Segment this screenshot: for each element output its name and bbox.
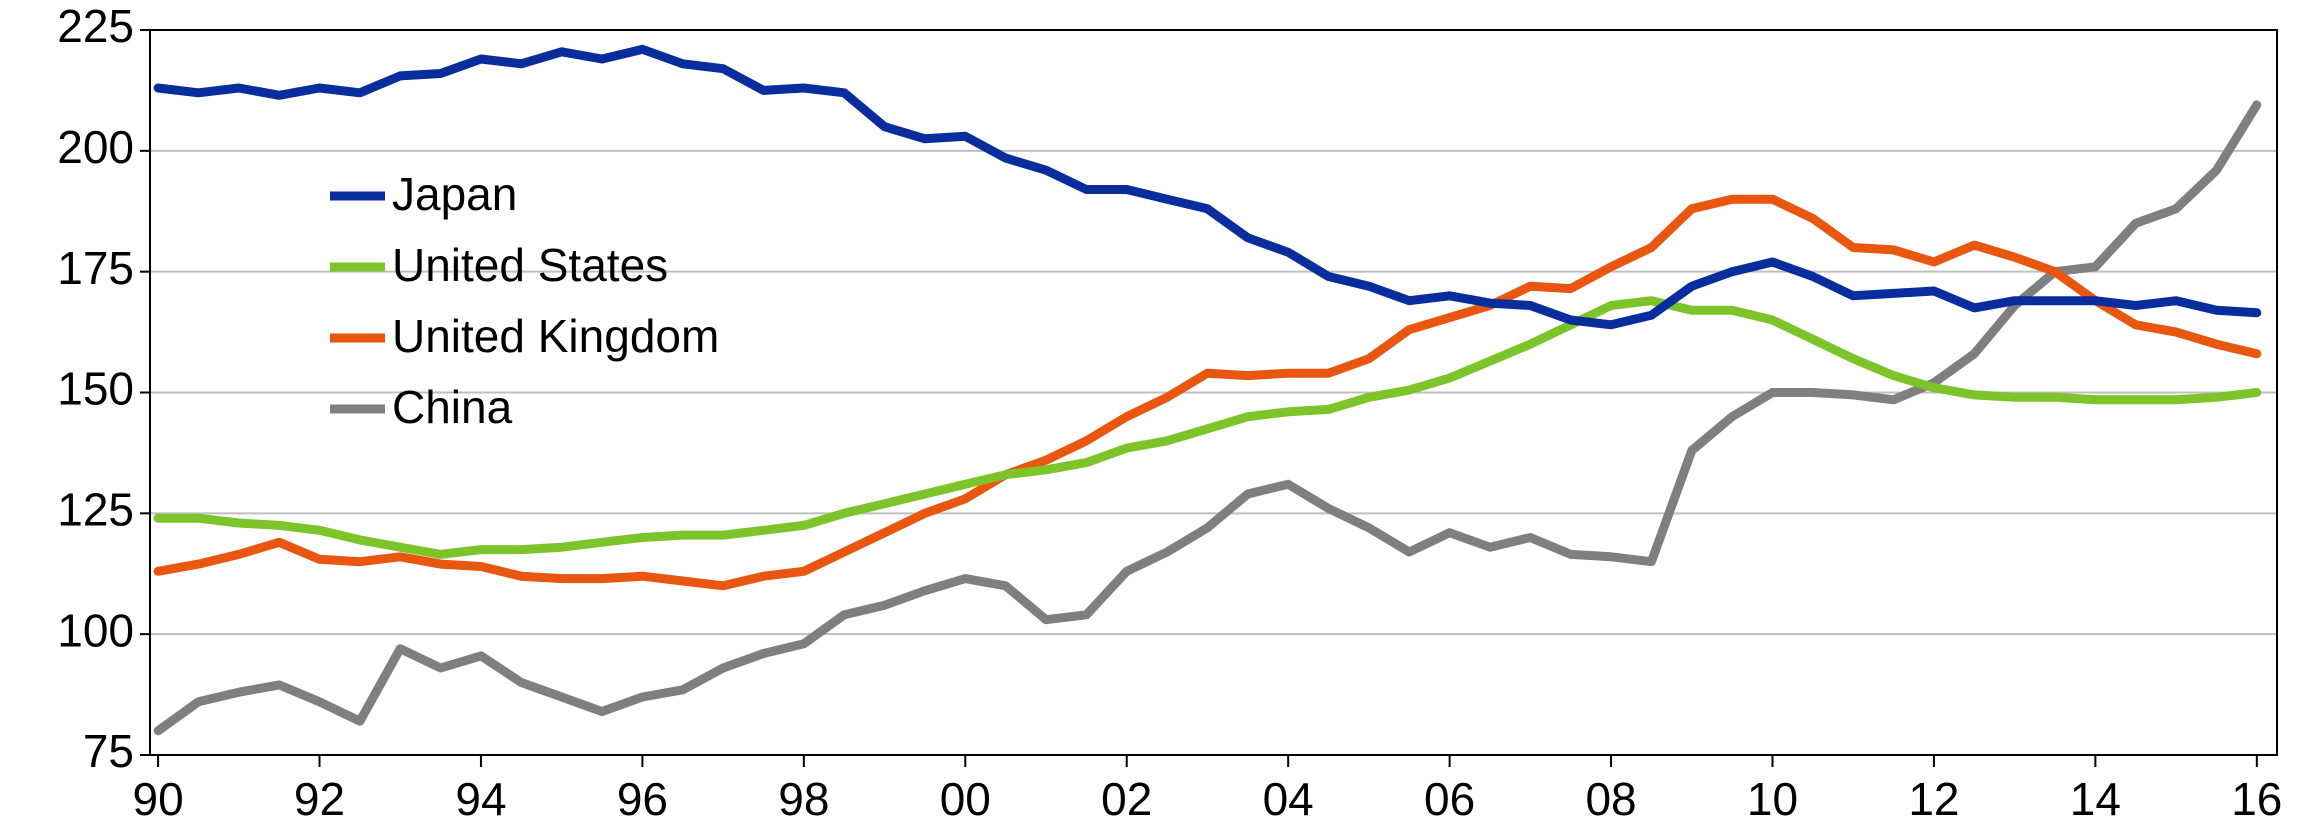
x-tick-label: 94: [455, 773, 506, 825]
legend-label: United States: [392, 239, 668, 291]
plot-frame: [149, 29, 2278, 756]
x-tick-label: 12: [1908, 773, 1959, 825]
legend-label: China: [392, 381, 513, 433]
x-tick-label: 04: [1263, 773, 1314, 825]
x-tick-label: 98: [778, 773, 829, 825]
x-tick-label: 92: [294, 773, 345, 825]
series-line: [153, 296, 2262, 559]
y-tick-label: 125: [57, 483, 134, 535]
x-tick-label: 90: [132, 773, 183, 825]
x-tick-label: 06: [1424, 773, 1475, 825]
legend-label: Japan: [392, 168, 517, 220]
legend-label: United Kingdom: [392, 310, 719, 362]
x-tick-label: 14: [2070, 773, 2121, 825]
y-tick-label: 150: [57, 363, 134, 415]
x-tick-label: 96: [617, 773, 668, 825]
x-tick-label: 00: [940, 773, 991, 825]
series-line: [153, 44, 2262, 330]
x-tick-label: 10: [1747, 773, 1798, 825]
x-tick-label: 16: [2231, 773, 2282, 825]
y-tick-label: 100: [57, 604, 134, 656]
series-line: [153, 194, 2262, 591]
series-line: [153, 100, 2262, 736]
x-tick-label: 02: [1101, 773, 1152, 825]
x-tick-label: 08: [1585, 773, 1636, 825]
y-tick-label: 225: [57, 0, 134, 52]
y-tick-label: 175: [57, 242, 134, 294]
y-tick-label: 200: [57, 121, 134, 173]
y-tick-label: 75: [83, 725, 134, 777]
